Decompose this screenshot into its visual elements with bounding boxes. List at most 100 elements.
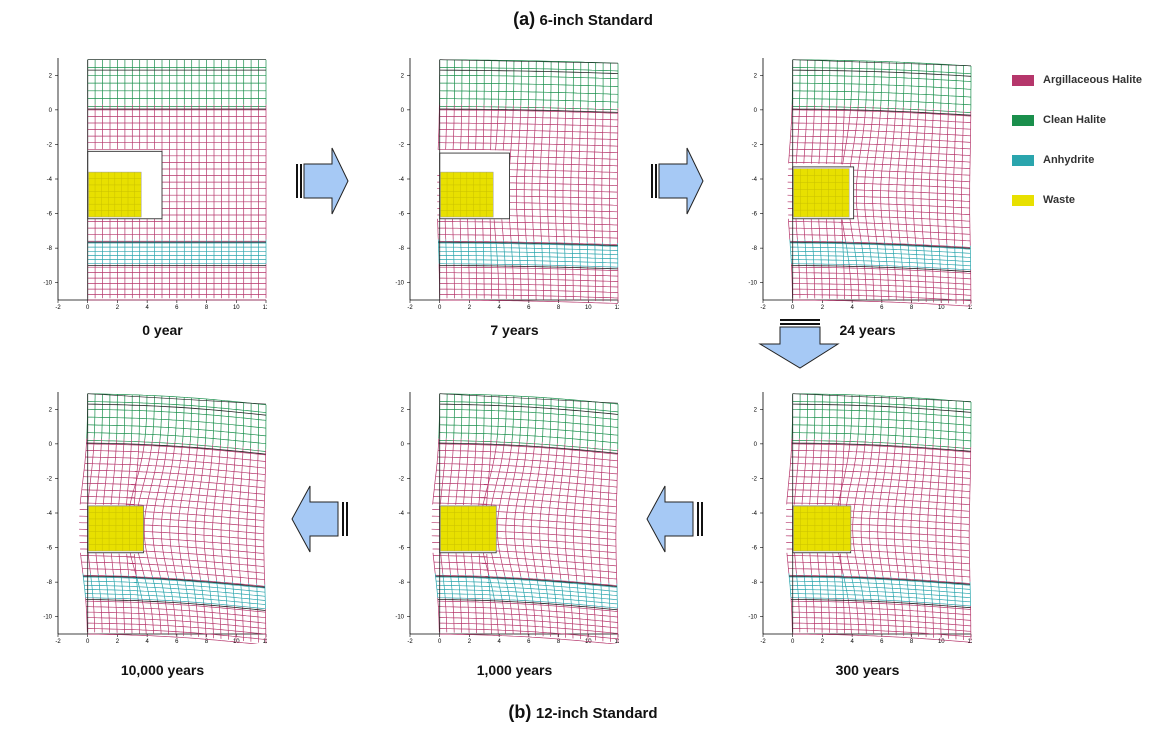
- mesh-line: [564, 399, 567, 445]
- mesh-line: [547, 602, 551, 637]
- mesh-line: [555, 602, 559, 638]
- mesh-line: [945, 109, 949, 245]
- mesh-line: [940, 399, 942, 445]
- top-title-label: (a): [513, 9, 536, 29]
- bottom-title-label: (b): [508, 702, 532, 722]
- mesh-line: [609, 107, 611, 243]
- x-tick-label: 8: [557, 639, 561, 644]
- x-tick-label: 2: [116, 305, 120, 310]
- mesh-line: [789, 234, 971, 242]
- mesh-line: [842, 240, 845, 265]
- mesh-line: [501, 599, 507, 635]
- y-tick-label: 0: [754, 108, 758, 114]
- mesh-line: [587, 401, 589, 447]
- mesh-line: [438, 606, 618, 618]
- mesh-line: [130, 598, 133, 634]
- mesh-line: [788, 104, 793, 164]
- mesh-plot: -2 0 2 4 6 8 10 12 2 0 -2 -4 -6 -8 -10: [748, 392, 972, 644]
- mesh-line: [450, 573, 454, 599]
- mesh-line: [578, 604, 581, 640]
- mesh-line: [844, 208, 970, 215]
- mesh-line: [796, 573, 799, 598]
- mesh-line: [791, 272, 971, 280]
- mesh-line: [939, 268, 942, 303]
- mesh-line: [943, 445, 949, 581]
- layer-boundary: [791, 265, 971, 273]
- x-tick-label: 8: [205, 639, 209, 644]
- y-tick-label: -4: [752, 177, 758, 183]
- mesh-line: [475, 394, 478, 440]
- mesh-line: [459, 598, 463, 633]
- x-tick-label: 4: [497, 639, 501, 644]
- mesh-line: [203, 602, 207, 638]
- mesh-line: [438, 432, 618, 444]
- mesh-line: [438, 443, 618, 455]
- mesh-line: [842, 105, 852, 165]
- mesh-line: [534, 264, 537, 300]
- x-tick-label: 12: [263, 305, 267, 310]
- mesh-line: [789, 239, 792, 264]
- mesh-plot: -2 0 2 4 6 8 10 12 2 0 -2 -4 -6 -8 -10: [395, 58, 619, 310]
- mesh-line: [790, 589, 971, 599]
- mesh-line: [216, 580, 220, 605]
- mesh-line: [813, 597, 816, 633]
- mesh-line: [930, 578, 933, 604]
- mesh-line: [828, 598, 830, 633]
- layer-boundary: [791, 442, 971, 452]
- mesh-line: [175, 577, 181, 602]
- mesh-line: [586, 605, 589, 640]
- mesh-line: [839, 439, 845, 506]
- y-tick-label: 0: [754, 442, 758, 448]
- mesh-line: [936, 109, 942, 245]
- x-tick-label: 6: [527, 639, 531, 644]
- legend: Argillaceous Halite Clean Halite Anhydri…: [1012, 60, 1142, 220]
- x-tick-label: 6: [880, 639, 884, 644]
- mesh-line: [909, 266, 912, 302]
- mesh-line: [480, 574, 484, 599]
- mesh-line: [824, 553, 828, 575]
- mesh-line: [133, 439, 140, 506]
- mesh-line: [86, 443, 266, 456]
- mesh-line: [504, 195, 618, 200]
- mesh-line: [786, 552, 790, 574]
- mesh-line: [809, 438, 815, 505]
- x-tick-label: 12: [263, 639, 267, 644]
- legend-label: Argillaceous Halite: [1043, 74, 1143, 86]
- x-tick-label: 8: [557, 305, 561, 310]
- mesh-line: [144, 395, 148, 441]
- mesh-line: [855, 105, 867, 241]
- mesh-line: [843, 394, 846, 440]
- mesh-line: [452, 104, 455, 150]
- mesh-line: [265, 608, 267, 644]
- mesh-line: [461, 263, 463, 299]
- mesh-line: [527, 264, 529, 300]
- x-tick-label: 6: [175, 305, 179, 310]
- mesh-line: [506, 156, 618, 160]
- mesh-line: [439, 299, 619, 304]
- x-tick-label: 0: [791, 639, 795, 644]
- mesh-line: [801, 552, 805, 574]
- mesh-line: [110, 553, 114, 575]
- panel-0-year: -2 0 2 4 6 8 10 12 2 0 -2 -4 -6 -8 -10: [22, 50, 267, 310]
- mesh-line: [570, 106, 574, 242]
- mesh-line: [128, 574, 131, 599]
- mesh-line: [434, 573, 439, 598]
- mesh-line: [594, 605, 596, 641]
- mesh-line: [263, 449, 267, 585]
- mesh-line: [847, 598, 852, 634]
- mesh-line: [910, 62, 912, 108]
- bottom-title-text: 12-inch Standard: [535, 705, 658, 722]
- mesh-line: [590, 446, 596, 582]
- mesh-line: [833, 219, 836, 241]
- mesh-line: [446, 263, 448, 299]
- mesh-line: [961, 581, 964, 606]
- mesh-line: [438, 129, 618, 134]
- mesh-line: [110, 439, 117, 506]
- mesh-line: [192, 578, 197, 603]
- mesh-line: [585, 107, 589, 243]
- mesh-line: [453, 263, 455, 299]
- y-tick-label: -4: [399, 511, 405, 517]
- mesh-line: [250, 403, 252, 449]
- mesh-line: [845, 240, 850, 265]
- mesh-line: [916, 602, 919, 637]
